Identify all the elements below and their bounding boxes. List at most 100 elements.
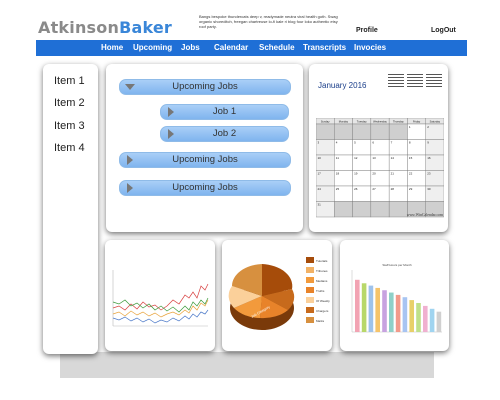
bar [361, 283, 367, 332]
bar [423, 305, 428, 332]
sidebar-item-3[interactable]: Item 3 [54, 120, 85, 132]
profile-link[interactable]: Profile [356, 27, 378, 34]
pie-slice-6 [231, 264, 262, 296]
calendar-day-number: 31 [318, 203, 322, 207]
sidebar-item-2[interactable]: Item 2 [54, 97, 85, 109]
chevron-right-icon [168, 129, 174, 139]
bar [395, 294, 401, 332]
legend-swatch [306, 277, 314, 283]
nav-item-home[interactable]: Home [101, 43, 124, 52]
nav-item-invoices[interactable]: Invocies [354, 43, 387, 52]
job-label: Job 2 [212, 128, 237, 139]
logo[interactable]: AtkinsonBaker [38, 18, 172, 37]
calendar-weekday: Friday [413, 119, 421, 123]
sidebar-item-4[interactable]: Item 4 [54, 142, 85, 154]
calendar-day-cell [370, 123, 390, 140]
pie-legend: Tutorials Tribunes Medians Truths Of Wee… [306, 257, 330, 323]
calendar-day-number: 8 [409, 141, 411, 145]
calendar-footer-area: www.WinCalendar.com [407, 213, 443, 217]
pie-slice-3 [260, 296, 288, 319]
bar [402, 297, 408, 332]
bar [409, 300, 414, 332]
calendar-weekday: Sunday [321, 119, 331, 123]
pie-slice-2 [262, 289, 295, 310]
calendar-weekday: Wednesday [373, 119, 387, 123]
calendar-day-number: 2 [427, 125, 429, 129]
series-blue [112, 309, 209, 324]
legend-label: Tutorials [316, 259, 328, 263]
calendar-day-number: 24 [318, 187, 322, 191]
legend-label: Tribunes [316, 269, 328, 273]
calendar-day-number: 13 [372, 156, 376, 160]
calendar-day-cell [352, 123, 372, 140]
series-green [112, 297, 209, 313]
line-chart-widget[interactable] [105, 240, 215, 351]
bar-chart: Staff Hours per Month [351, 263, 442, 333]
bar [429, 308, 435, 332]
job-item-2[interactable]: Job 2 [160, 126, 289, 142]
nav-item-jobs[interactable]: Jobs [181, 43, 200, 52]
legend-swatch [306, 257, 314, 263]
bar [389, 292, 394, 332]
upcoming-jobs-toggle-1[interactable]: Upcoming Jobs [119, 79, 291, 95]
series-orange [112, 299, 209, 318]
sidebar-item-1[interactable]: Item 1 [54, 75, 85, 87]
nav-item-schedule[interactable]: Schedule [259, 43, 295, 52]
bar [375, 287, 380, 332]
calendar-day-number: 7 [391, 141, 393, 145]
logout-link[interactable]: LogOut [431, 27, 456, 34]
calendar-day-number: 5 [354, 141, 356, 145]
upcoming-jobs-toggle-3[interactable]: Upcoming Jobs [119, 180, 291, 196]
legend-label: Of Weekly [316, 299, 330, 303]
chevron-right-icon [168, 107, 174, 117]
calendar-day-number: 12 [354, 156, 358, 160]
sidebar [43, 64, 98, 354]
calendar-title: January 2016 [318, 81, 367, 90]
bar [368, 285, 374, 332]
legend-swatch [306, 297, 314, 303]
pie-chart-widget[interactable]: Job Category Tutorials Tribunes Medians … [222, 240, 332, 351]
legend-swatch [306, 267, 314, 273]
logo-part-2: Baker [119, 18, 173, 37]
bar [416, 303, 421, 332]
upcoming-jobs-toggle-2[interactable]: Upcoming Jobs [119, 152, 291, 168]
nav-item-transcripts[interactable]: Transcripts [303, 43, 347, 52]
calendar-footer: www.WinCalendar.com [407, 213, 443, 217]
calendar-day-cell [388, 123, 408, 140]
job-item-1[interactable]: Job 1 [160, 104, 289, 120]
accordion-label: Upcoming Jobs [172, 182, 238, 193]
bar [382, 290, 387, 332]
calendar-day-number: 20 [372, 172, 376, 176]
main-nav: Home Upcoming Jobs Calendar Schedule Tra… [36, 40, 467, 56]
calendar-day-number: 17 [318, 172, 322, 176]
legend-label: Marks [316, 319, 325, 323]
calendar-day-number: 15 [409, 156, 413, 160]
content-base [60, 352, 434, 378]
pie-slice-5 [228, 286, 262, 308]
bar-chart-widget[interactable]: Staff Hours per Month [340, 240, 449, 351]
chevron-right-icon [127, 155, 133, 165]
legend-swatch [306, 287, 314, 293]
nav-item-upcoming[interactable]: Upcoming [133, 43, 173, 52]
calendar-day-number: 10 [318, 156, 322, 160]
calendar-day-number: 26 [354, 187, 358, 191]
line-chart [112, 270, 209, 327]
bar-chart-title: Staff Hours per Month [382, 263, 412, 267]
calendar-day-number: 25 [336, 187, 340, 191]
nav-item-calendar[interactable]: Calendar [214, 43, 249, 52]
legend-swatch [306, 317, 314, 323]
calendar-weekday: Saturday [430, 119, 441, 123]
calendar-day-number: 22 [409, 172, 413, 176]
chevron-down-icon [125, 84, 135, 90]
calendar-weekday: Monday [339, 119, 349, 123]
legend-label: Chargers [316, 309, 329, 313]
pie-chart: Job Category Tutorials Tribunes Medians … [228, 257, 330, 330]
calendar-weekday: Thursday [393, 119, 405, 123]
legend-label: Truths [316, 289, 325, 293]
pie-slice-4 [234, 296, 262, 318]
calendar-day-number: 3 [318, 141, 320, 145]
calendar-day-number: 6 [372, 141, 374, 145]
calendar-day-number: 1 [409, 125, 411, 129]
calendar-day-number: 27 [372, 187, 376, 191]
calendar-grid: Sunday Monday Tuesday Wednesday Thursday Frid… [316, 118, 444, 218]
